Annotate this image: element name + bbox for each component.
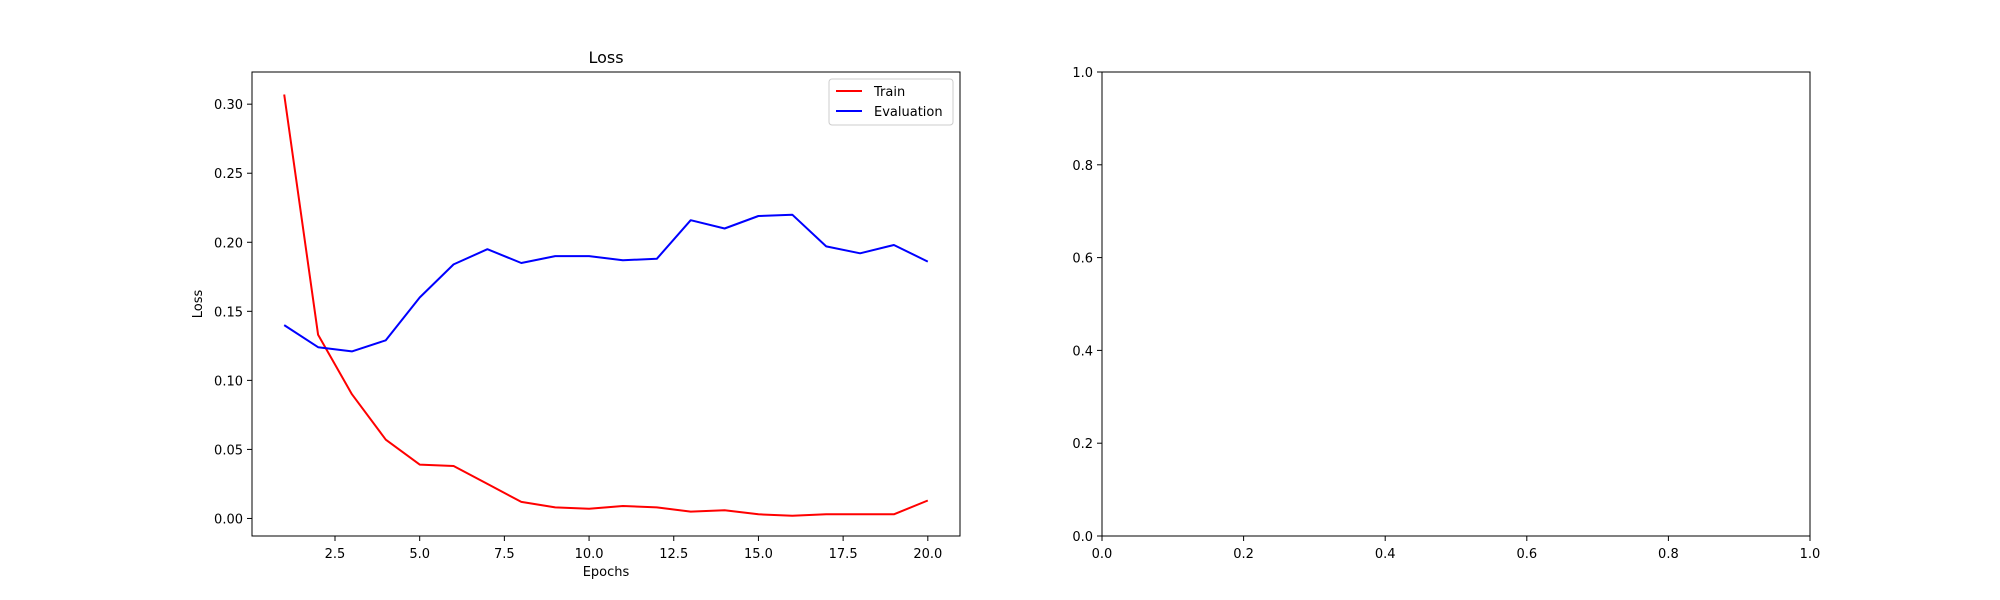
series-line-train [283, 94, 929, 517]
y-tick-label: 0.6 [1072, 252, 1093, 267]
loss-y-axis-label: Loss [191, 290, 206, 319]
x-tick-label: 0.6 [1516, 547, 1537, 562]
y-tick-label: 0.20 [214, 236, 243, 251]
loss-x-axis-ticks: 2.5 5.0 7.5 10.0 12.5 15.0 17.5 20.0 [325, 536, 942, 562]
y-tick-label: 0.0 [1072, 530, 1093, 545]
y-tick-label: 0.05 [214, 443, 243, 458]
y-tick-label: 0.25 [214, 167, 243, 182]
y-tick-label: 0.10 [214, 374, 243, 389]
y-tick-label: 0.00 [214, 512, 243, 527]
x-tick-label: 0.8 [1658, 547, 1679, 562]
y-tick-label: 1.0 [1072, 66, 1093, 81]
loss-series-lines [283, 94, 929, 517]
x-tick-label: 0.4 [1375, 547, 1396, 562]
y-tick-label: 0.8 [1072, 159, 1093, 174]
empty-plot-frame [1101, 71, 1811, 537]
loss-y-axis-ticks: 0.00 0.05 0.10 0.15 0.20 0.25 0.30 [214, 98, 252, 527]
loss-x-axis-label: Epochs [583, 565, 630, 580]
empty-y-axis-ticks: 0.0 0.2 0.4 0.6 0.8 1.0 [1072, 66, 1102, 545]
series-line-evaluation [283, 213, 929, 353]
y-tick-label: 0.4 [1072, 344, 1093, 359]
x-tick-label: 2.5 [325, 547, 346, 562]
x-tick-label: 15.0 [744, 547, 773, 562]
x-tick-label: 10.0 [575, 547, 604, 562]
loss-plot-frame [251, 71, 961, 537]
empty-x-axis-ticks: 0.0 0.2 0.4 0.6 0.8 1.0 [1092, 536, 1821, 562]
x-tick-label: 1.0 [1800, 547, 1821, 562]
y-tick-label: 0.15 [214, 305, 243, 320]
loss-legend: Train Evaluation [828, 78, 954, 126]
empty-chart: 0.0 0.2 0.4 0.6 0.8 1.0 0.0 0.2 0.4 0.6 0.8 1.0 [1072, 66, 1820, 562]
y-tick-label: 0.2 [1072, 437, 1093, 452]
x-tick-label: 17.5 [829, 547, 858, 562]
x-tick-label: 7.5 [494, 547, 515, 562]
legend-train-label: Train [873, 85, 905, 100]
x-tick-label: 5.0 [409, 547, 430, 562]
legend-evaluation-label: Evaluation [874, 105, 943, 120]
loss-chart-title: Loss [588, 48, 623, 67]
x-tick-label: 0.0 [1092, 547, 1113, 562]
x-tick-label: 20.0 [913, 547, 942, 562]
x-tick-label: 12.5 [659, 547, 688, 562]
y-tick-label: 0.30 [214, 98, 243, 113]
loss-chart: Loss 0.00 0.05 0.10 0.15 0.20 0.25 0.30 2.5 5.0… [191, 48, 961, 580]
x-tick-label: 0.2 [1233, 547, 1254, 562]
